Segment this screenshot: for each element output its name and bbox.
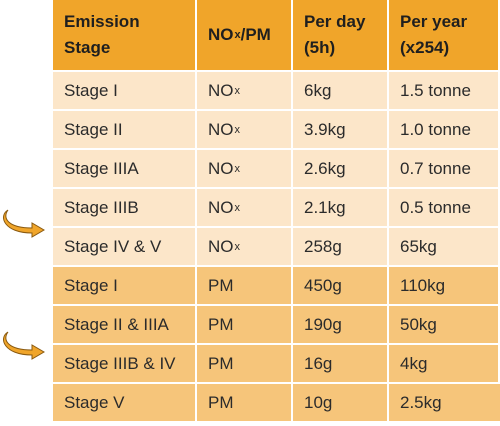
cell-per-day: 2.1kg	[293, 189, 389, 228]
header-pollutant-sub: x	[234, 29, 241, 41]
pollutant-base: PM	[208, 392, 234, 412]
cell-per-year: 4kg	[389, 345, 500, 384]
pollutant-sub: x	[234, 84, 241, 97]
cell-pollutant: PM	[197, 384, 293, 423]
pollutant-base: NO	[208, 80, 234, 100]
emission-table: Emission Stage NO x/PM Per day (5h) Per y…	[53, 0, 500, 426]
cell-per-day: 10g	[293, 384, 389, 423]
cell-per-day: 6kg	[293, 72, 389, 111]
pollutant-base: PM	[208, 275, 234, 295]
cell-stage: Stage I	[53, 72, 197, 111]
pollutant-base: NO	[208, 197, 234, 217]
cell-pollutant: NO x	[197, 111, 293, 150]
curved-arrow-right-icon	[3, 331, 45, 360]
cell-stage: Stage IV & V	[53, 228, 197, 267]
cell-pollutant: NO x	[197, 72, 293, 111]
pollutant-sub: x	[234, 240, 241, 253]
header-pollutant-rest: /PM	[240, 25, 271, 44]
curved-arrow-right-icon	[3, 209, 45, 238]
cell-pollutant: NO x	[197, 189, 293, 228]
pollutant-base: PM	[208, 314, 234, 334]
pollutant-sub: x	[234, 162, 241, 175]
pollutant-base: NO	[208, 236, 234, 256]
cell-pollutant: NO x	[197, 228, 293, 267]
cell-stage: Stage IIIB	[53, 189, 197, 228]
pollutant-base: NO	[208, 158, 234, 178]
cell-per-year: 0.7 tonne	[389, 150, 500, 189]
header-per-year: Per year (x254)	[389, 0, 500, 72]
cell-per-year: 0.5 tonne	[389, 189, 500, 228]
header-pollutant: NO x/PM	[197, 0, 293, 72]
cell-per-day: 258g	[293, 228, 389, 267]
cell-per-year: 2.5kg	[389, 384, 500, 423]
cell-stage: Stage V	[53, 384, 197, 423]
pollutant-base: NO	[208, 119, 234, 139]
cell-per-day: 3.9kg	[293, 111, 389, 150]
cell-stage: Stage II	[53, 111, 197, 150]
pollutant-sub: x	[234, 201, 241, 214]
cell-pollutant: PM	[197, 267, 293, 306]
cell-stage: Stage I	[53, 267, 197, 306]
cell-per-year: 110kg	[389, 267, 500, 306]
header-pollutant-base: NO	[208, 25, 234, 44]
cell-per-year: 50kg	[389, 306, 500, 345]
cell-per-year: 1.0 tonne	[389, 111, 500, 150]
cell-per-day: 2.6kg	[293, 150, 389, 189]
cell-per-day: 190g	[293, 306, 389, 345]
cell-stage: Stage IIIA	[53, 150, 197, 189]
cell-pollutant: PM	[197, 345, 293, 384]
cell-per-day: 450g	[293, 267, 389, 306]
pollutant-base: PM	[208, 353, 234, 373]
cell-per-day: 16g	[293, 345, 389, 384]
header-emission-stage: Emission Stage	[53, 0, 197, 72]
cell-per-year: 1.5 tonne	[389, 72, 500, 111]
cell-stage: Stage IIIB & IV	[53, 345, 197, 384]
cell-pollutant: PM	[197, 306, 293, 345]
pollutant-sub: x	[234, 123, 241, 136]
header-per-day: Per day (5h)	[293, 0, 389, 72]
cell-stage: Stage II & IIIA	[53, 306, 197, 345]
cell-pollutant: NO x	[197, 150, 293, 189]
cell-per-year: 65kg	[389, 228, 500, 267]
